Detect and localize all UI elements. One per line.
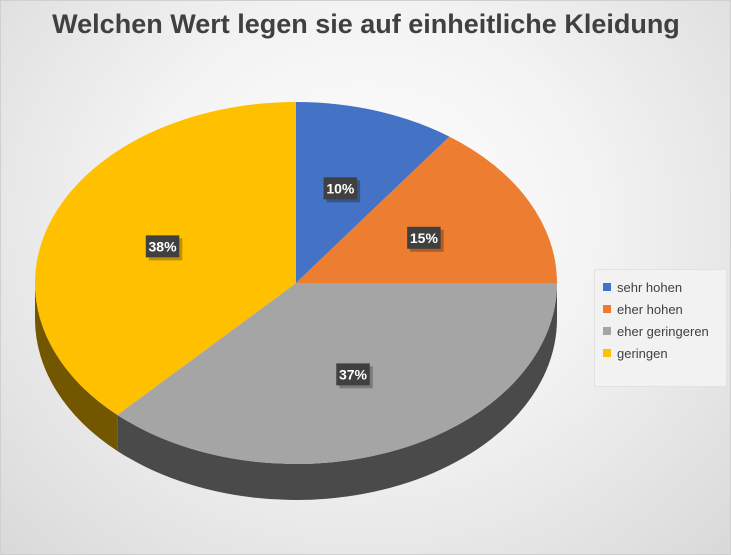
- pie-slices: [34, 102, 558, 464]
- pie-slice: [34, 102, 296, 415]
- data-label: 38%: [145, 235, 183, 261]
- data-label-text: 10%: [326, 180, 355, 196]
- legend-swatch: [603, 283, 611, 291]
- data-label: 37%: [336, 363, 373, 389]
- legend-swatch: [603, 327, 611, 335]
- pie-3d-sides: [35, 283, 558, 500]
- legend-label: geringen: [617, 345, 668, 361]
- data-label-text: 38%: [149, 238, 178, 254]
- data-label-box: [336, 363, 370, 386]
- legend-label: eher hohen: [617, 301, 683, 317]
- data-label-text: 15%: [410, 230, 439, 246]
- legend-item: eher hohen: [603, 298, 726, 320]
- legend-swatch: [603, 349, 611, 357]
- legend-swatch: [603, 305, 611, 313]
- pie-slice-side: [35, 283, 118, 451]
- data-label: 10%: [323, 177, 361, 203]
- pie-slice-side: [117, 283, 558, 500]
- chart-legend: sehr hohen eher hohen eher geringeren ge…: [594, 269, 727, 387]
- legend-label: eher geringeren: [617, 323, 709, 339]
- legend-item: geringen: [603, 342, 726, 364]
- pie-data-labels: 10% 15% 37% 38%: [145, 177, 444, 389]
- pie-slice: [296, 136, 557, 283]
- chart-title: Welchen Wert legen sie auf einheitliche …: [52, 9, 680, 39]
- pie-slice: [296, 102, 450, 283]
- data-label-box: [407, 226, 441, 249]
- data-label-text: 37%: [339, 366, 368, 382]
- legend-label: sehr hohen: [617, 279, 683, 295]
- data-label: 15%: [407, 226, 444, 252]
- legend-item: eher geringeren: [603, 320, 726, 342]
- legend-item: sehr hohen: [603, 276, 726, 298]
- data-label-box: [323, 177, 358, 200]
- data-label-box: [145, 235, 180, 258]
